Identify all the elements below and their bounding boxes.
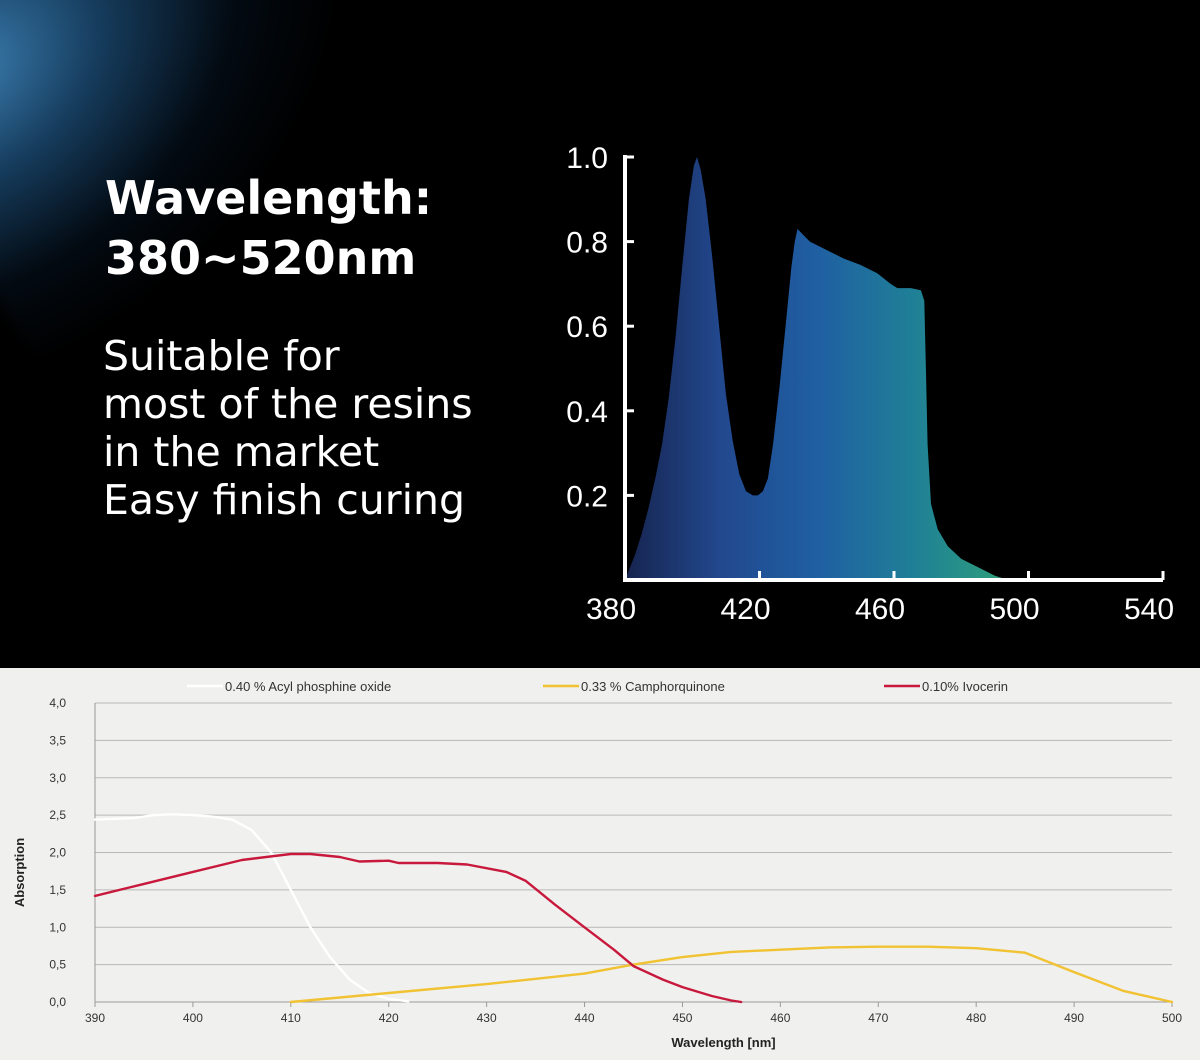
x-tick-label: 440	[575, 1011, 595, 1025]
y-tick-label: 2,5	[49, 808, 66, 822]
y-axis-label: Absorption	[12, 838, 27, 907]
y-tick-label: 3,5	[49, 733, 66, 747]
spectrum-area	[625, 157, 1009, 580]
y-tick-label: 1.0	[566, 142, 608, 175]
absorption-chart: 0,0 0,5 1,0 1,5 2,0 2,5 3,0 3,5 4,0 390 400 410 420 4…	[12, 679, 1182, 1050]
y-tick-label: 2,0	[49, 846, 66, 860]
x-axis-label: Wavelength [nm]	[671, 1035, 775, 1050]
x-tick-label: 500	[989, 593, 1039, 626]
x-tick-label: 470	[868, 1011, 888, 1025]
headline-line-1: Wavelength:	[105, 171, 433, 225]
x-tick-label: 420	[379, 1011, 399, 1025]
y-tick-label: 1,5	[49, 883, 66, 897]
y-tick-label: 1,0	[49, 920, 66, 934]
y-tick-label: 0.6	[566, 311, 608, 344]
x-tick-label: 460	[770, 1011, 790, 1025]
feature-line: Suitable for	[103, 332, 340, 380]
legend-label: 0.33 % Camphorquinone	[581, 679, 725, 694]
x-tick-label: 390	[85, 1011, 105, 1025]
x-tick-label: 450	[672, 1011, 692, 1025]
x-tick-label: 500	[1162, 1011, 1182, 1025]
x-tick-label: 410	[281, 1011, 301, 1025]
x-tick-label: 480	[966, 1011, 986, 1025]
spectrum-chart: 0.2 0.4 0.6 0.8 1.0 380 420 460 500 540	[566, 142, 1174, 626]
series-line	[93, 852, 743, 1004]
series-line	[93, 813, 410, 1003]
x-tick-label: 430	[477, 1011, 497, 1025]
headline-line-2: 380~520nm	[105, 231, 417, 285]
feature-line: Easy finish curing	[103, 476, 466, 524]
y-tick-label: 0.2	[566, 480, 608, 513]
y-tick-label: 0.4	[566, 396, 608, 429]
legend-label: 0.10% Ivocerin	[922, 679, 1008, 694]
headline: Wavelength: 380~520nm	[105, 168, 432, 288]
legend-label: 0.40 % Acyl phosphine oxide	[225, 679, 391, 694]
y-tick-label: 0,0	[49, 995, 66, 1009]
x-tick-label: 460	[855, 593, 905, 626]
series-line	[289, 945, 1174, 1004]
x-tick-label: 420	[720, 593, 770, 626]
feature-line: most of the resins	[103, 380, 473, 428]
x-tick-label: 490	[1064, 1011, 1084, 1025]
bottom-panel: 0,0 0,5 1,0 1,5 2,0 2,5 3,0 3,5 4,0 390 400 410 420 4…	[0, 668, 1200, 1060]
y-tick-label: 0.8	[566, 227, 608, 260]
x-tick-label: 380	[586, 593, 636, 626]
feature-list: Suitable for most of the resins in the m…	[103, 332, 473, 524]
x-tick-label: 540	[1124, 593, 1174, 626]
x-tick-label: 400	[183, 1011, 203, 1025]
top-panel: Wavelength: 380~520nm Suitable for most …	[0, 0, 1175, 626]
y-tick-label: 0,5	[49, 958, 66, 972]
feature-line: in the market	[103, 428, 380, 476]
y-tick-label: 3,0	[49, 771, 66, 785]
y-tick-label: 4,0	[49, 696, 66, 710]
